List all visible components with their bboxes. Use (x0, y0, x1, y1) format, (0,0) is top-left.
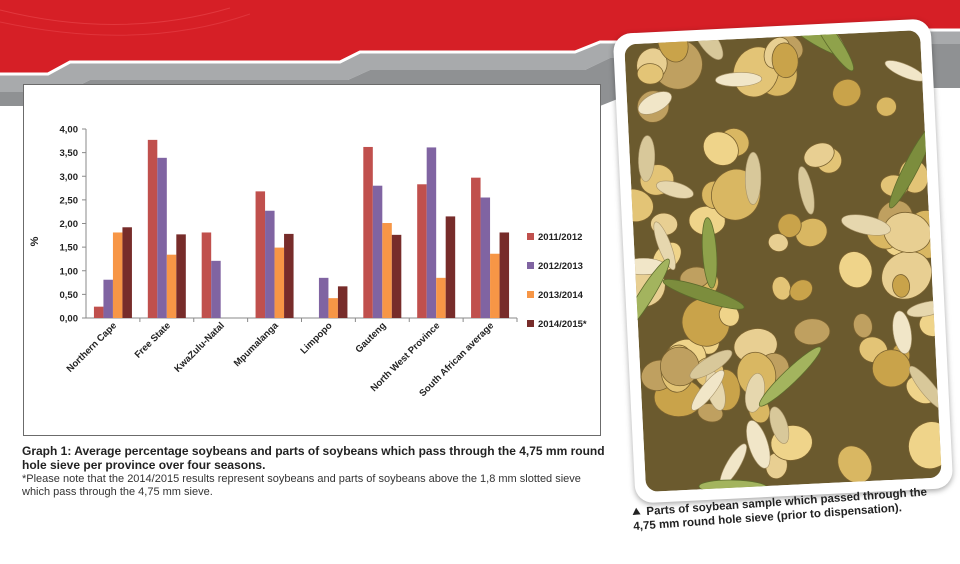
soybean (892, 274, 911, 298)
bar-20122013-limpopo (318, 277, 329, 318)
bar-20122013-kwazulu-natal (211, 260, 221, 318)
x-tick-label: Limpopo (298, 320, 334, 356)
pod-fragment (662, 279, 745, 310)
bar-20122013-free-state (157, 157, 167, 318)
bar-20142015-north-west-province (445, 216, 456, 318)
bar-20112012-gauteng (363, 146, 373, 318)
bar-20132014-free-state (166, 254, 177, 318)
soybean-hull (744, 151, 762, 205)
bar-20132014-gauteng (382, 223, 392, 318)
y-tick-label: 2,50 (60, 195, 79, 206)
soybean (803, 142, 835, 168)
soybean-hull (909, 365, 942, 410)
legend-swatch (527, 262, 534, 269)
legend-label: 2012/2013 (538, 261, 583, 272)
soybean (838, 251, 873, 289)
soybean (771, 276, 792, 301)
legend-label: 2011/2012 (538, 232, 582, 243)
bar-20132014-north-west-province (436, 277, 446, 318)
legend-label: 2013/2014 (538, 290, 584, 301)
bar-20112012-south-african-average (471, 177, 481, 318)
soybean-hull (638, 135, 656, 182)
y-tick-label: 0,00 (60, 314, 79, 325)
bar-20132014-northern-cape (112, 232, 123, 318)
bar-20112012-kwazulu-natal (201, 232, 212, 318)
soybean (702, 131, 739, 166)
soybean (767, 233, 789, 253)
bar-20122013-mpumalanga (265, 210, 275, 318)
bar-20112012-northern-cape (93, 306, 104, 318)
soybean (795, 217, 828, 247)
x-tick-label: Gauteng (353, 320, 388, 355)
soybean (771, 42, 799, 79)
pod-fragment (811, 30, 854, 72)
bar-20132014-south-african-average (490, 253, 500, 318)
y-axis-title: % (29, 236, 41, 246)
pod-fragment (758, 346, 822, 407)
bar-20142015-south-african-average (499, 232, 510, 318)
soybean (871, 349, 912, 388)
soybean (853, 313, 873, 339)
x-tick-label: Northern Cape (65, 320, 119, 374)
soybean (789, 279, 813, 302)
caption-note: *Please note that the 2014/2015 results … (22, 473, 581, 498)
y-tick-label: 4,00 (60, 125, 79, 136)
bar-20122013-south-african-average (480, 197, 491, 318)
graph-caption: Graph 1: Average percentage soybeans and… (22, 444, 612, 499)
soybean (832, 78, 862, 107)
soybean-hull (798, 166, 815, 215)
y-tick-label: 1,50 (60, 243, 79, 254)
bar-20142015-mpumalanga (284, 233, 294, 318)
legend-swatch (527, 233, 534, 240)
soybean-hull (841, 214, 891, 236)
bar-20132014-mpumalanga (274, 247, 285, 318)
bar-20132014-limpopo (328, 298, 338, 318)
bar-20112012-mpumalanga (255, 191, 266, 318)
y-tick-label: 0,50 (60, 290, 79, 301)
soybean-hull (653, 221, 676, 271)
soybean-hull (656, 180, 694, 199)
soybean-hull (769, 406, 790, 444)
soybean-hull (715, 72, 763, 87)
bar-20122013-gauteng (372, 185, 383, 318)
soybean-hull (689, 349, 733, 380)
soybean (636, 63, 664, 85)
y-tick-label: 2,00 (60, 219, 79, 230)
y-tick-label: 3,50 (60, 148, 79, 159)
soybean (875, 96, 897, 117)
soybean (837, 445, 873, 484)
soybean-hull (691, 369, 725, 411)
x-tick-label: Mpumalanga (232, 320, 281, 369)
bar-20142015-gauteng (391, 234, 402, 318)
soybean (659, 346, 700, 387)
soybean-hull (892, 310, 912, 354)
bar-20142015-limpopo (337, 286, 348, 318)
soybean-hull (746, 420, 771, 469)
legend-swatch (527, 291, 534, 298)
y-tick-label: 3,00 (60, 172, 79, 183)
soybean-sample-photo (624, 30, 942, 492)
soybean (793, 318, 831, 346)
y-tick-label: 1,00 (60, 266, 79, 277)
legend-swatch (527, 320, 534, 327)
bar-20142015-northern-cape (122, 227, 132, 318)
pod-fragment (701, 217, 718, 289)
caption-title: Graph 1: Average percentage soybeans and… (22, 444, 605, 472)
bar-20112012-north-west-province (417, 184, 427, 318)
photo-card (612, 18, 954, 504)
chart-frame: % 0,00 0,50 1,00 1,50 2,00 2,50 3,00 3,50 4,00 N… (23, 84, 601, 436)
triangle-up-icon (632, 507, 641, 515)
bar-20112012-free-state (147, 139, 158, 318)
bar-20142015-free-state (176, 234, 186, 318)
soybean-hull (637, 91, 672, 115)
x-tick-label: Free State (133, 320, 173, 360)
x-tick-label: KwaZulu-Natal (172, 320, 226, 374)
bar-20122013-northern-cape (103, 279, 113, 318)
legend-label: 2014/2015* (538, 319, 587, 330)
bar-20122013-north-west-province (426, 147, 437, 318)
bar-chart: % 0,00 0,50 1,00 1,50 2,00 2,50 3,00 3,50 4,00 N… (29, 125, 587, 400)
